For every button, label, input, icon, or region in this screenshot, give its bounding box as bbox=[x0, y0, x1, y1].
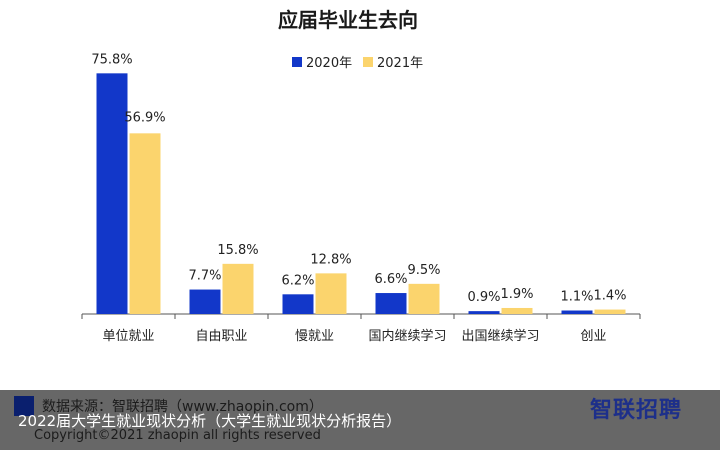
data-label: 6.6% bbox=[374, 272, 407, 287]
bar-2021-5 bbox=[594, 309, 626, 314]
data-label: 12.8% bbox=[310, 252, 351, 267]
data-label: 56.9% bbox=[124, 110, 165, 125]
plot-area: 75.8% 56.9% 单位就业 7.7% 15.8% 自由职业 6.2% 12.8% 慢就业 6… bbox=[81, 52, 641, 344]
copyright-text: Copyright©2021 zhaopin all rights reserv… bbox=[34, 428, 321, 443]
report-caption: 2022届大学生就业现状分析（大学生就业现状分析报告） bbox=[18, 412, 402, 430]
data-label: 6.2% bbox=[281, 273, 314, 288]
data-label: 1.4% bbox=[593, 289, 626, 304]
legend-swatch-2021 bbox=[363, 57, 373, 67]
source-marker bbox=[14, 396, 34, 416]
data-label: 15.8% bbox=[217, 243, 258, 258]
data-label: 7.7% bbox=[188, 269, 221, 284]
data-source: 数据来源：智联招聘（www.zhaopin.com） bbox=[42, 399, 323, 415]
bar-2020-4 bbox=[468, 311, 500, 314]
bar-2020-0 bbox=[96, 73, 128, 315]
bar-2021-2 bbox=[315, 273, 347, 314]
bar-2021-0 bbox=[129, 133, 161, 314]
category-label: 自由职业 bbox=[195, 329, 247, 344]
bar-2020-2 bbox=[282, 294, 314, 314]
chart-title: 应届毕业生去向 bbox=[278, 8, 418, 32]
bar-2021-4 bbox=[501, 307, 533, 314]
bar-2021-3 bbox=[408, 283, 440, 314]
legend-swatch-2020 bbox=[292, 57, 302, 67]
legend-label-2020: 2020年 bbox=[306, 56, 352, 71]
footer-bar: 数据来源：智联招聘（www.zhaopin.com） 2022届大学生就业现状分… bbox=[0, 390, 720, 450]
data-label: 0.9% bbox=[467, 290, 500, 305]
zhaopin-logo: 智联招聘 bbox=[590, 398, 683, 423]
data-label: 9.5% bbox=[407, 263, 440, 278]
category-label: 单位就业 bbox=[102, 329, 154, 344]
category-label: 慢就业 bbox=[295, 328, 334, 344]
bar-2020-3 bbox=[375, 293, 407, 314]
bar-2020-5 bbox=[561, 310, 593, 314]
data-label: 75.8% bbox=[91, 52, 132, 67]
category-label: 出国继续学习 bbox=[461, 328, 539, 344]
bar-2020-1 bbox=[189, 289, 221, 314]
data-label: 1.9% bbox=[500, 287, 533, 302]
legend-label-2021: 2021年 bbox=[377, 56, 423, 71]
category-label: 国内继续学习 bbox=[368, 328, 446, 344]
category-label: 创业 bbox=[580, 329, 606, 344]
bar-2021-1 bbox=[222, 263, 254, 314]
data-label: 1.1% bbox=[560, 290, 593, 305]
legend: 2020年 2021年 bbox=[292, 56, 423, 71]
